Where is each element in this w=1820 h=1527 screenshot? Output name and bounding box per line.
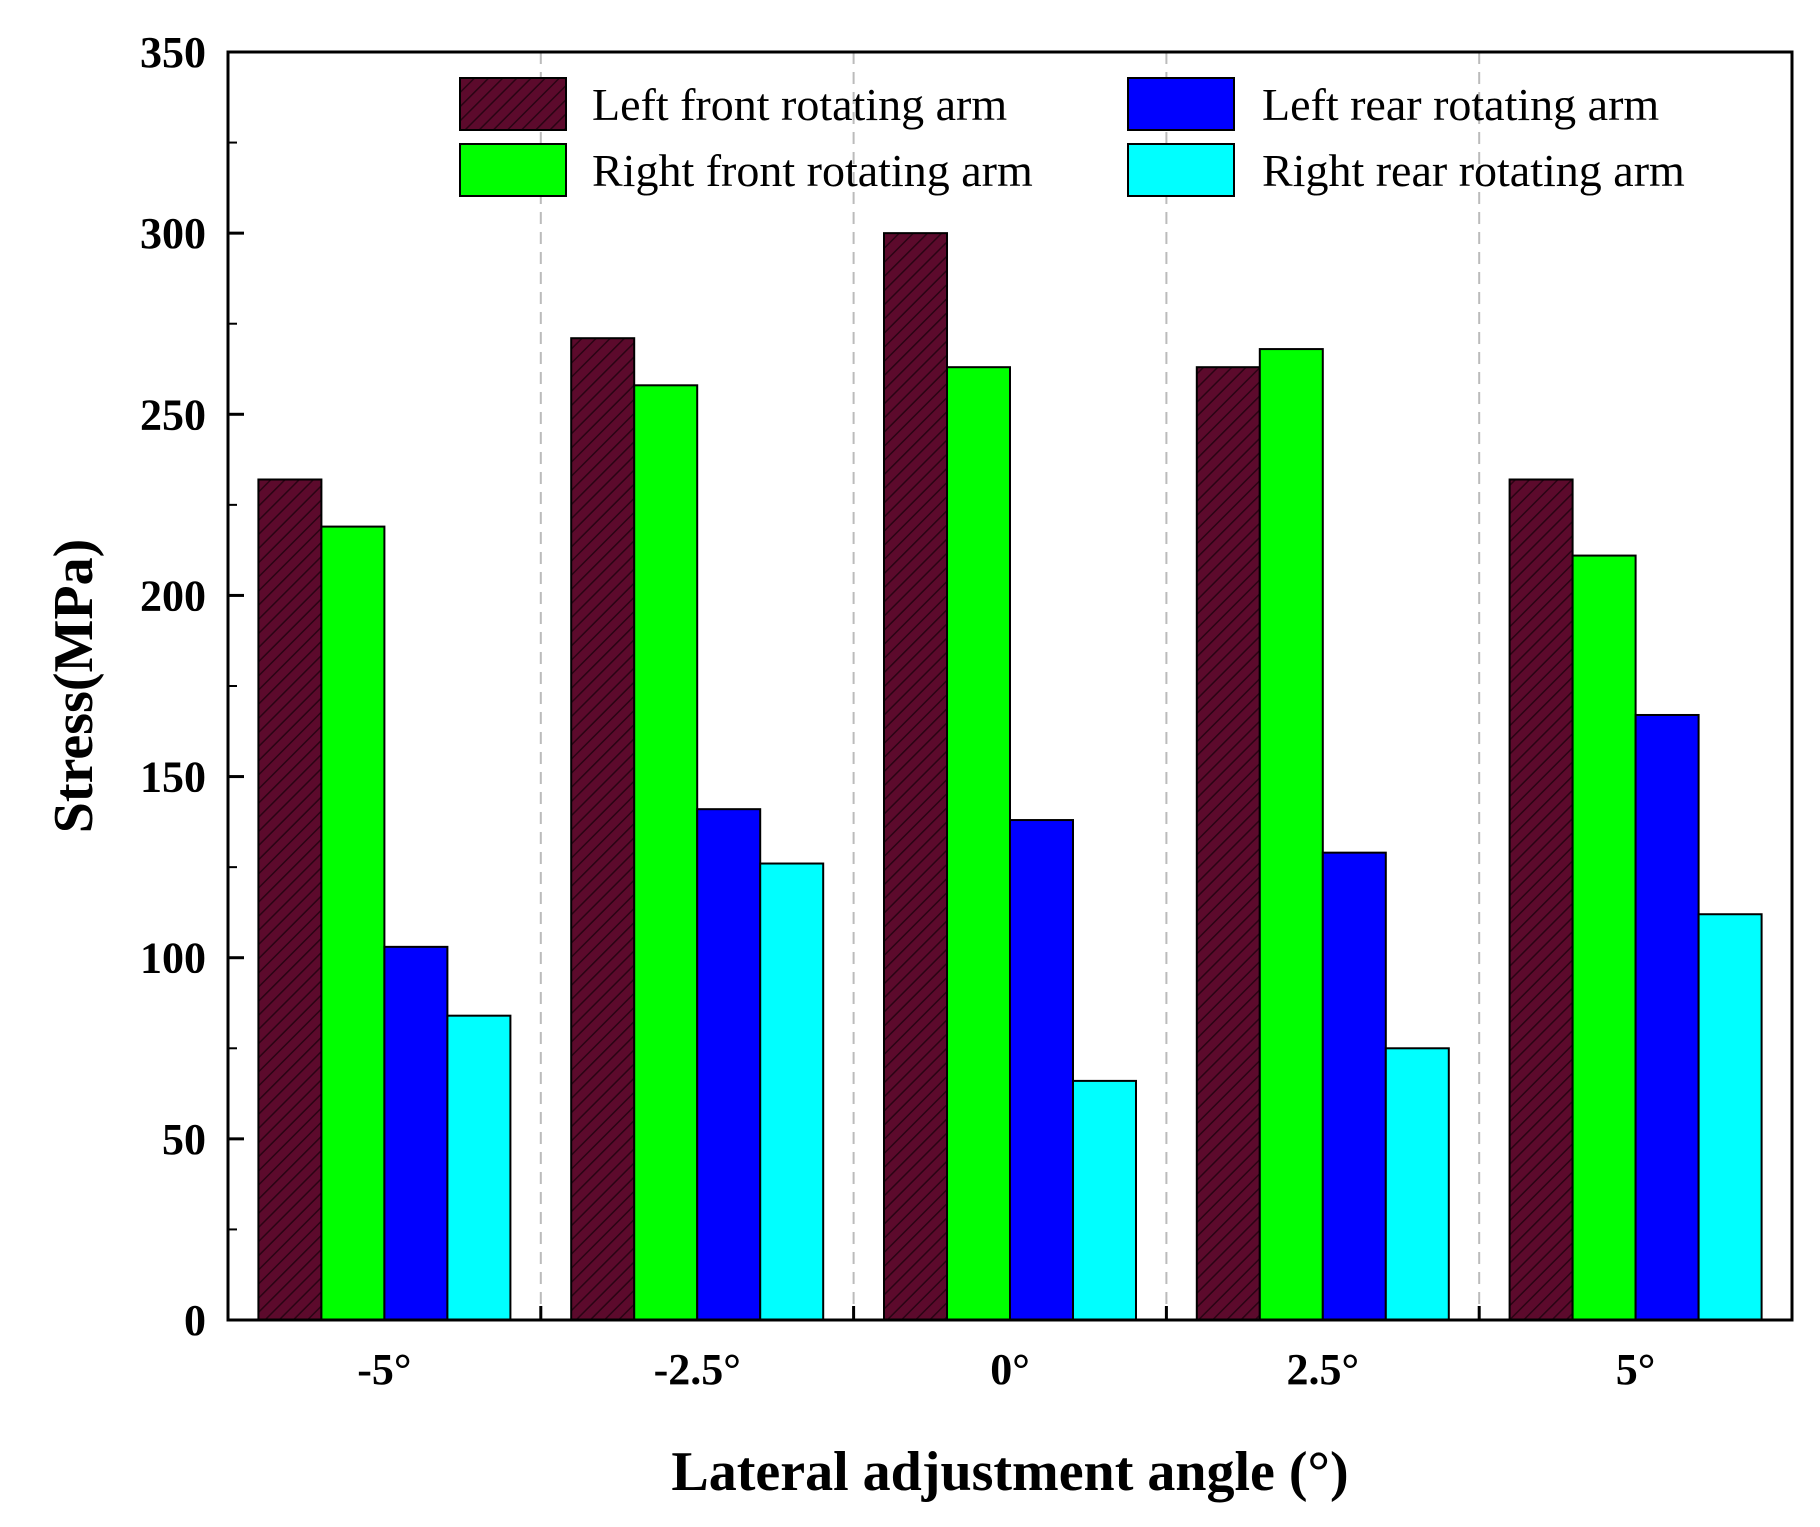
legend: Left front rotating arm Left rear rotatin…	[459, 77, 1685, 197]
y-axis-title: Stress(MPa)	[43, 539, 105, 833]
y-tick-label: 350	[140, 28, 206, 77]
bar-left-rear-rotating-arm-2	[696, 808, 762, 1321]
legend-label: Right rear rotating arm	[1262, 145, 1685, 196]
legend-swatch-left-rear-rotating-arm	[1127, 77, 1235, 131]
bar-right-rear-rotating-arm-5	[1697, 913, 1763, 1321]
y-tick-label: 0	[184, 1296, 206, 1345]
x-tick-label: 0°	[990, 1345, 1030, 1394]
legend-swatch-left-front-rotating-arm	[459, 77, 567, 131]
y-tick-label: 250	[140, 390, 206, 439]
bars	[257, 232, 1763, 1322]
y-tick-label: 300	[140, 209, 206, 258]
bar-left-rear-rotating-arm-4	[1321, 851, 1387, 1321]
bar-right-front-rotating-arm-5	[1571, 554, 1637, 1321]
bar-left-front-rotating-arm-5	[1508, 478, 1574, 1321]
x-tick-label: -2.5°	[654, 1345, 741, 1394]
bar-left-front-rotating-arm-3	[883, 232, 948, 1322]
bar-right-front-rotating-arm-1	[320, 525, 386, 1321]
category-separators	[539, 52, 1481, 1320]
legend-swatch-right-front-rotating-arm	[459, 143, 567, 197]
bar-right-rear-rotating-arm-2	[759, 862, 825, 1322]
bar-right-rear-rotating-arm-3	[1072, 1079, 1137, 1322]
bar-right-front-rotating-arm-4	[1258, 348, 1324, 1321]
x-tick-label: -5°	[357, 1345, 411, 1394]
bar-right-rear-rotating-arm-4	[1384, 1047, 1450, 1322]
bar-right-front-rotating-arm-3	[946, 366, 1011, 1321]
bar-right-front-rotating-arm-2	[633, 384, 699, 1321]
legend-label: Left front rotating arm	[592, 79, 1007, 130]
legend-swatch-right-rear-rotating-arm	[1127, 143, 1235, 197]
bar-left-front-rotating-arm-4	[1195, 366, 1261, 1321]
x-axis-title: Lateral adjustment angle (°)	[671, 1441, 1348, 1503]
legend-label: Left rear rotating arm	[1262, 79, 1659, 130]
x-tick-label: 5°	[1616, 1345, 1656, 1394]
y-tick-label: 100	[140, 934, 206, 983]
legend-label: Right front rotating arm	[592, 145, 1033, 196]
bar-left-rear-rotating-arm-5	[1634, 713, 1700, 1321]
axes: 0 50 100 150 200 250 300 350 -5° -2.5° 0° 2.5° 5°	[140, 28, 1794, 1394]
bar-right-rear-rotating-arm-1	[446, 1014, 512, 1321]
bar-left-front-rotating-arm-1	[257, 478, 323, 1321]
x-tick-label: 2.5°	[1286, 1345, 1359, 1394]
y-tick-label: 150	[140, 753, 206, 802]
bar-left-front-rotating-arm-2	[570, 337, 636, 1322]
y-tick-label: 200	[140, 571, 206, 620]
bar-left-rear-rotating-arm-3	[1009, 819, 1074, 1321]
bar-left-rear-rotating-arm-1	[383, 945, 449, 1321]
y-tick-label: 50	[162, 1115, 206, 1164]
